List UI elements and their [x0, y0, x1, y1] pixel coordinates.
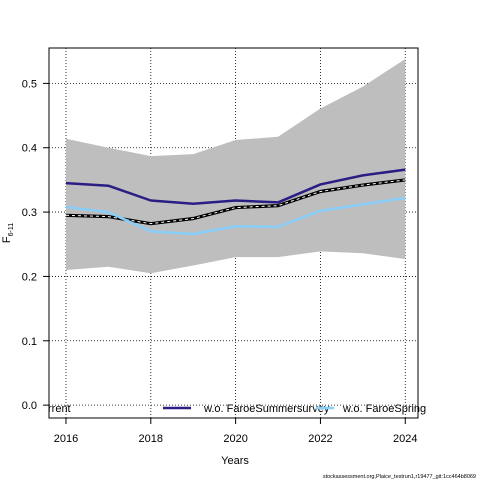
y-tick-label-5: 0.5 [22, 78, 37, 90]
footnote: stockassessment.org,Plaice_testrun1,r194… [323, 474, 476, 480]
plot-frame [48, 47, 419, 419]
x-tick-label-4: 2024 [393, 433, 417, 445]
y-tick-label-1: 0.1 [22, 336, 37, 348]
x-tick-label-2: 2020 [223, 433, 247, 445]
x-axis-title: Years [221, 455, 249, 467]
y-axis-title-letter: F [1, 236, 13, 243]
y-tick-label-0: 0.0 [22, 400, 37, 412]
y-tick-label-2: 0.2 [22, 271, 37, 283]
x-tick-label-3: 2022 [308, 433, 332, 445]
legend-label-faroe-summer: w.o. FaroeSummersurvey [203, 403, 330, 415]
y-axis-title: F6-11 [1, 223, 15, 243]
y-axis-title-subscript: 6-11 [8, 223, 15, 237]
series-lines [65, 168, 406, 236]
legend-label-faroe-spring: w.o. FaroeSpring [342, 403, 426, 415]
confidence-band-group [65, 58, 406, 274]
x-tick-label-0: 2016 [54, 433, 78, 445]
y-tick-label-3: 0.3 [22, 207, 37, 219]
series-line-1 [65, 168, 406, 205]
y-axis-title-main: F6-11 [1, 223, 15, 243]
x-tick-label-1: 2018 [139, 433, 163, 445]
legend: rrent w.o. FaroeSummersurvey w.o. FaroeS… [48, 403, 426, 415]
series-line-2 [65, 196, 406, 236]
legend-label-current: rrent [48, 403, 71, 415]
axis-ticks: 2016 2018 2020 2022 2024 0.0 0.1 0.2 0.3 0.4 0.5 [22, 78, 418, 445]
y-tick-label-4: 0.4 [22, 143, 37, 155]
confidence-band [65, 58, 406, 274]
